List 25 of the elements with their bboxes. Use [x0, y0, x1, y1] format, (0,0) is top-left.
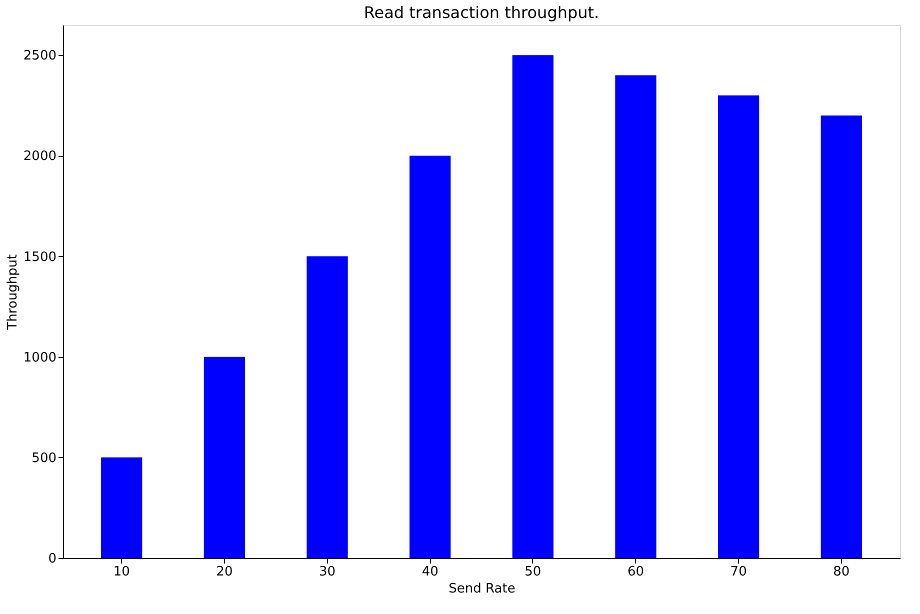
y-tick-label: 0: [48, 552, 56, 566]
bar: [410, 156, 451, 558]
y-tick-label: 2000: [23, 149, 56, 164]
bar: [204, 356, 245, 558]
y-tick-label: 2500: [23, 48, 56, 64]
y-tick-label: 1000: [23, 350, 56, 366]
x-tick-label: 40: [422, 564, 438, 580]
y-axis-title: Throughput: [5, 254, 20, 331]
y-tick-label: 500: [32, 450, 56, 466]
x-tick-label: 10: [113, 564, 130, 580]
bar: [306, 256, 348, 558]
bar: [615, 75, 656, 558]
chart-title: Read transaction throughput.: [364, 3, 600, 22]
bar: [512, 55, 554, 558]
bar: [101, 457, 142, 558]
x-tick-label: 80: [833, 564, 850, 580]
bar: [820, 116, 862, 558]
x-tick-label: 20: [216, 564, 233, 580]
x-tick-label: 60: [627, 564, 644, 580]
x-axis-title: Send Rate: [448, 582, 516, 596]
y-tick-label: 1500: [23, 250, 56, 265]
x-tick-label: 70: [730, 564, 747, 580]
x-tick-label: 30: [318, 564, 336, 580]
x-tick-label: 50: [524, 564, 542, 580]
bar: [718, 95, 760, 558]
